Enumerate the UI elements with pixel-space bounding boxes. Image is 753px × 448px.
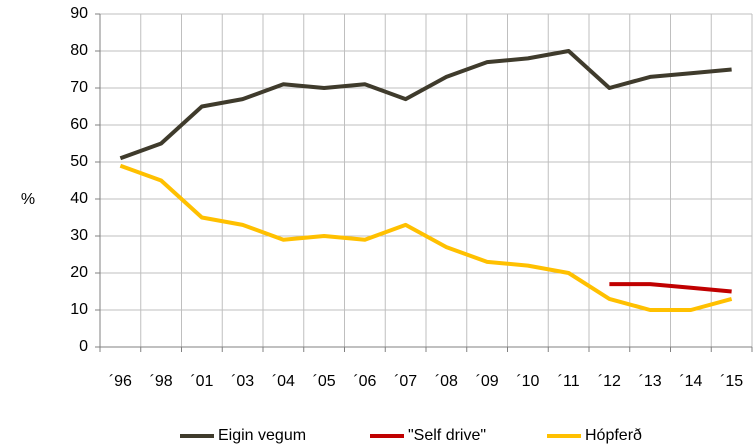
series-line [119,163,733,312]
y-tick-label: 70 [70,79,88,96]
y-tick-label: 0 [79,338,88,355]
x-tick-label: ´98 [150,373,173,390]
x-tick-label: ´96 [109,373,132,390]
y-axis-label: % [21,191,35,208]
x-tick-label: ´07 [394,373,417,390]
x-tick-label: ´14 [679,373,702,390]
x-tick-label: ´04 [272,373,295,390]
y-tick-label: 90 [70,5,88,22]
x-tick-label: ´01 [190,373,213,390]
y-tick-label: 10 [70,301,88,318]
x-tick-label: ´09 [476,373,499,390]
x-tick-label: ´05 [313,373,336,390]
x-tick-label: ´11 [558,373,580,390]
legend-label: Eigin vegum [218,427,306,444]
y-tick-label: 40 [70,190,88,207]
x-tick-label: ´08 [435,373,458,390]
y-tick-label: 30 [70,227,88,244]
y-tick-label: 50 [70,153,88,170]
y-tick-label: 60 [70,116,88,133]
x-tick-label: ´06 [353,373,376,390]
y-tick-label: 20 [70,264,88,281]
series-line [119,49,732,161]
x-tick-label: ´12 [598,373,621,390]
legend-label: Hópferð [585,427,642,444]
x-tick-label: ´13 [639,373,662,390]
legend-label: "Self drive" [408,427,486,444]
y-tick-label: 80 [70,42,88,59]
x-tick-label: ´15 [720,373,743,390]
x-tick-label: ´10 [516,373,539,390]
x-tick-label: ´03 [231,373,254,390]
series-line [609,282,732,294]
